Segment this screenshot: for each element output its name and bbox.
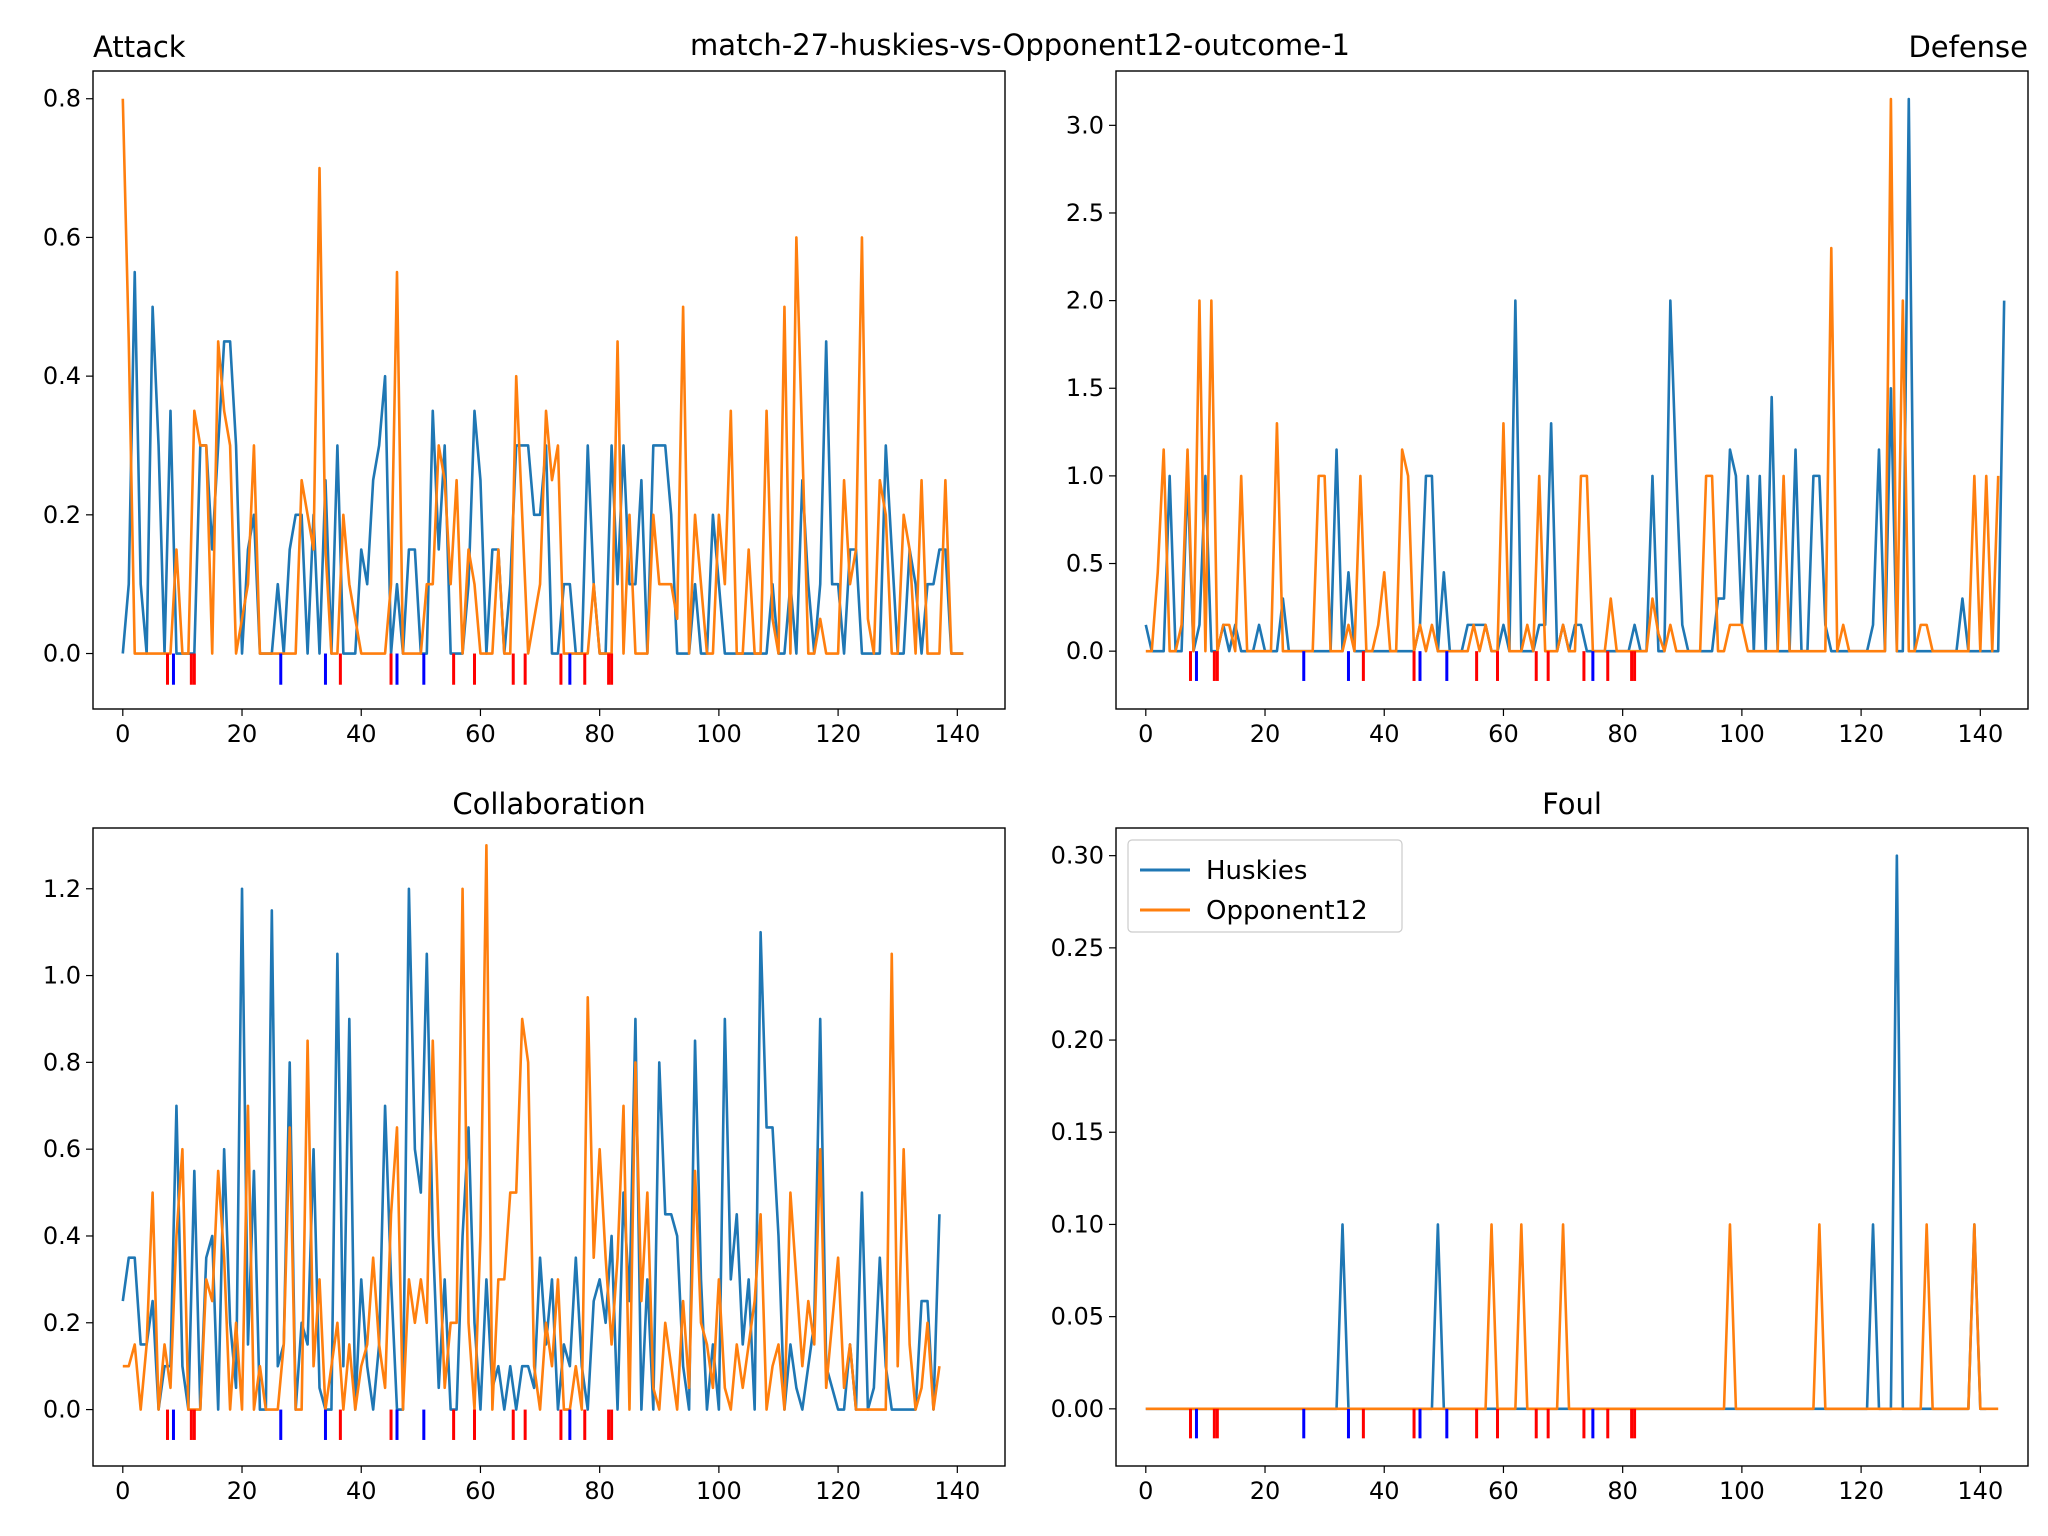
attack-xtick-label: 60 [465, 720, 496, 748]
collaboration-xtick-label: 80 [584, 1477, 615, 1505]
collaboration-xtick-label: 100 [696, 1477, 742, 1505]
attack-xtick-label: 120 [815, 720, 861, 748]
collaboration-title: Collaboration [452, 787, 645, 821]
defense-ytick-label: 1.0 [1066, 462, 1104, 490]
attack-panel: Attack 0 20 40 60 80 100 120 140 0.0 0.2 0.4 0.6 0.8 [43, 30, 1006, 748]
foul-panel: Foul 0 20 40 60 80 100 120 140 0.00 0.05 0.10 0.15 0.… [1051, 787, 2029, 1505]
collaboration-ytick-label: 0.6 [43, 1135, 81, 1163]
attack-ytick-label: 0.4 [43, 362, 81, 390]
attack-ytick-label: 0.2 [43, 501, 81, 529]
defense-xtick-label: 120 [1838, 720, 1884, 748]
collaboration-series-opponent12-line [122, 844, 941, 1411]
figure-suptitle: match-27-huskies-vs-Opponent12-outcome-1 [690, 28, 1350, 62]
defense-axes-frame [1115, 70, 2029, 710]
foul-ytick-label: 0.30 [1051, 842, 1104, 870]
foul-plot-area [1116, 828, 2028, 1466]
foul-xtick-label: 140 [1957, 1477, 2003, 1505]
defense-xtick-label: 100 [1719, 720, 1765, 748]
foul-ytick-label: 0.25 [1051, 934, 1104, 962]
collaboration-panel: Collaboration 0 20 40 60 80 100 120 140 0.0 0.2 0.4… [43, 787, 1006, 1505]
foul-ytick-label: 0.20 [1051, 1026, 1104, 1054]
attack-ytick-label: 0.8 [43, 85, 81, 113]
attack-xtick-label: 80 [584, 720, 615, 748]
foul-ytick-label: 0.15 [1051, 1118, 1104, 1146]
collaboration-ytick-label: 0.4 [43, 1222, 81, 1250]
defense-series-opponent12-line [1145, 97, 2000, 653]
collaboration-ytick-label: 1.2 [43, 875, 81, 903]
collaboration-xtick-label: 20 [227, 1477, 258, 1505]
attack-xtick-label: 20 [227, 720, 258, 748]
foul-legend-box [1127, 839, 1403, 933]
legend-label-opponent12: Opponent12 [1206, 896, 1368, 926]
defense-title: Defense [1908, 30, 2028, 64]
defense-ytick-label: 0.5 [1066, 550, 1104, 578]
collaboration-xtick-label: 0 [115, 1477, 130, 1505]
collaboration-ytick-label: 0.8 [43, 1048, 81, 1076]
foul-xtick-label: 40 [1369, 1477, 1400, 1505]
defense-xtick-label: 80 [1607, 720, 1638, 748]
defense-xtick-label: 60 [1488, 720, 1519, 748]
defense-ytick-label: 2.0 [1066, 287, 1104, 315]
collaboration-xtick-label: 40 [346, 1477, 377, 1505]
defense-ytick-label: 1.5 [1066, 374, 1104, 402]
foul-xtick-label: 120 [1838, 1477, 1884, 1505]
foul-xtick-label: 20 [1250, 1477, 1281, 1505]
foul-ytick-label: 0.10 [1051, 1210, 1104, 1238]
collaboration-ytick-label: 1.0 [43, 962, 81, 990]
defense-xtick-label: 140 [1957, 720, 2003, 748]
foul-xtick-label: 0 [1138, 1477, 1153, 1505]
attack-ytick-label: 0.6 [43, 223, 81, 251]
defense-xtick-label: 20 [1250, 720, 1281, 748]
foul-ytick-label: 0.00 [1051, 1395, 1104, 1423]
foul-xtick-label: 60 [1488, 1477, 1519, 1505]
defense-ytick-label: 3.0 [1066, 111, 1104, 139]
foul-axes-frame [1115, 827, 2029, 1467]
collaboration-xtick-label: 140 [934, 1477, 980, 1505]
collaboration-ytick-label: 0.2 [43, 1309, 81, 1337]
defense-ytick-label: 2.5 [1066, 199, 1104, 227]
attack-title: Attack [93, 30, 186, 64]
collaboration-xtick-label: 120 [815, 1477, 861, 1505]
legend-label-huskies: Huskies [1206, 856, 1307, 886]
attack-xtick-label: 140 [934, 720, 980, 748]
collaboration-axes-frame [92, 827, 1006, 1467]
collaboration-xtick-label: 60 [465, 1477, 496, 1505]
attack-xtick-label: 100 [696, 720, 742, 748]
attack-series-opponent12-line [121, 98, 964, 655]
collaboration-ytick-label: 0.0 [43, 1396, 81, 1424]
foul-series-opponent12-line [1145, 1223, 1999, 1411]
foul-xtick-label: 100 [1719, 1477, 1765, 1505]
foul-title: Foul [1542, 787, 1602, 821]
attack-xtick-label: 0 [115, 720, 130, 748]
foul-xtick-label: 80 [1607, 1477, 1638, 1505]
attack-ytick-label: 0.0 [43, 640, 81, 668]
defense-ytick-label: 0.0 [1066, 637, 1104, 665]
defense-xtick-label: 0 [1138, 720, 1153, 748]
defense-panel: Defense 0 20 40 60 80 100 120 140 0.0 0.5 1.0 1.5 2.0… [1066, 30, 2029, 748]
attack-axes-frame [92, 70, 1006, 710]
foul-ytick-label: 0.05 [1051, 1303, 1104, 1331]
attack-xtick-label: 40 [346, 720, 377, 748]
defense-xtick-label: 40 [1369, 720, 1400, 748]
defense-plot-area [1116, 71, 2028, 709]
